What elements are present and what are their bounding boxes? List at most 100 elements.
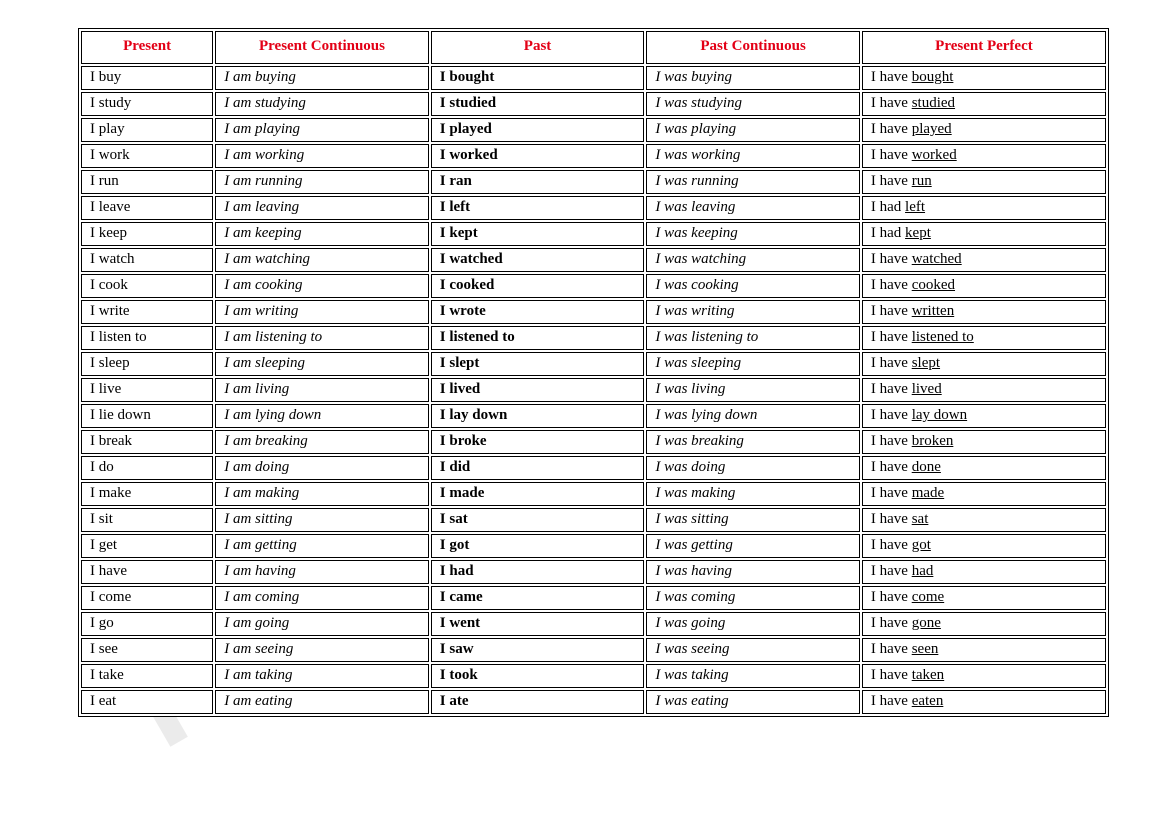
cell-past-continuous: I was listening to bbox=[646, 326, 860, 350]
perfect-aux: I have bbox=[871, 173, 912, 189]
perfect-participle: worked bbox=[912, 147, 957, 163]
cell-present-perfect: I have run bbox=[862, 170, 1106, 194]
table-row: I runI am runningI ranI was runningI hav… bbox=[81, 170, 1106, 194]
cell-present-continuous: I am working bbox=[215, 144, 429, 168]
cell-past-continuous: I was sitting bbox=[646, 508, 860, 532]
cell-present-continuous: I am keeping bbox=[215, 222, 429, 246]
cell-past-continuous: I was sleeping bbox=[646, 352, 860, 376]
col-header-present-perfect: Present Perfect bbox=[862, 31, 1106, 64]
perfect-participle: lived bbox=[912, 381, 942, 397]
cell-present: I go bbox=[81, 612, 213, 636]
cell-past: I ate bbox=[431, 690, 645, 714]
cell-past-continuous: I was getting bbox=[646, 534, 860, 558]
table-row: I sleepI am sleepingI sleptI was sleepin… bbox=[81, 352, 1106, 376]
col-header-past-continuous: Past Continuous bbox=[646, 31, 860, 64]
cell-past: I watched bbox=[431, 248, 645, 272]
cell-present-continuous: I am studying bbox=[215, 92, 429, 116]
table-head: Present Present Continuous Past Past Con… bbox=[81, 31, 1106, 64]
table-row: I sitI am sittingI satI was sittingI hav… bbox=[81, 508, 1106, 532]
cell-present-continuous: I am living bbox=[215, 378, 429, 402]
cell-present: I play bbox=[81, 118, 213, 142]
table-body: I buyI am buyingI boughtI was buyingI ha… bbox=[81, 66, 1106, 714]
perfect-aux: I have bbox=[871, 147, 912, 163]
perfect-participle: eaten bbox=[912, 693, 944, 709]
cell-past: I listened to bbox=[431, 326, 645, 350]
cell-past: I left bbox=[431, 196, 645, 220]
page: Printables.com Present Present Continuou… bbox=[0, 0, 1169, 821]
cell-present-perfect: I have cooked bbox=[862, 274, 1106, 298]
perfect-aux: I have bbox=[871, 251, 912, 267]
perfect-participle: kept bbox=[905, 225, 931, 241]
perfect-aux: I have bbox=[871, 121, 912, 137]
cell-present: I make bbox=[81, 482, 213, 506]
cell-present-perfect: I have come bbox=[862, 586, 1106, 610]
cell-present-continuous: I am sitting bbox=[215, 508, 429, 532]
perfect-aux: I have bbox=[871, 277, 912, 293]
perfect-aux: I have bbox=[871, 563, 912, 579]
cell-past: I ran bbox=[431, 170, 645, 194]
cell-past-continuous: I was watching bbox=[646, 248, 860, 272]
perfect-participle: bought bbox=[912, 69, 954, 85]
cell-present: I watch bbox=[81, 248, 213, 272]
cell-present: I run bbox=[81, 170, 213, 194]
cell-past-continuous: I was leaving bbox=[646, 196, 860, 220]
cell-present-perfect: I have broken bbox=[862, 430, 1106, 454]
cell-past-continuous: I was cooking bbox=[646, 274, 860, 298]
cell-present-perfect: I have listened to bbox=[862, 326, 1106, 350]
cell-past-continuous: I was having bbox=[646, 560, 860, 584]
cell-past: I studied bbox=[431, 92, 645, 116]
cell-past: I broke bbox=[431, 430, 645, 454]
cell-past: I cooked bbox=[431, 274, 645, 298]
table-row: I breakI am breakingI brokeI was breakin… bbox=[81, 430, 1106, 454]
cell-present-perfect: I have watched bbox=[862, 248, 1106, 272]
perfect-aux: I had bbox=[871, 199, 905, 215]
cell-present-continuous: I am writing bbox=[215, 300, 429, 324]
table-row: I eatI am eatingI ateI was eatingI have … bbox=[81, 690, 1106, 714]
cell-past: I had bbox=[431, 560, 645, 584]
cell-present-continuous: I am lying down bbox=[215, 404, 429, 428]
cell-present-continuous: I am listening to bbox=[215, 326, 429, 350]
cell-present-continuous: I am coming bbox=[215, 586, 429, 610]
table-row: I seeI am seeingI sawI was seeingI have … bbox=[81, 638, 1106, 662]
cell-present-perfect: I have seen bbox=[862, 638, 1106, 662]
perfect-participle: listened to bbox=[912, 329, 974, 345]
cell-present-continuous: I am eating bbox=[215, 690, 429, 714]
cell-present: I listen to bbox=[81, 326, 213, 350]
cell-present-continuous: I am having bbox=[215, 560, 429, 584]
cell-past: I wrote bbox=[431, 300, 645, 324]
cell-present-perfect: I have played bbox=[862, 118, 1106, 142]
cell-present-continuous: I am going bbox=[215, 612, 429, 636]
cell-present: I write bbox=[81, 300, 213, 324]
cell-past: I slept bbox=[431, 352, 645, 376]
perfect-aux: I have bbox=[871, 381, 912, 397]
cell-present-continuous: I am seeing bbox=[215, 638, 429, 662]
cell-present-perfect: I have sat bbox=[862, 508, 1106, 532]
cell-past: I lay down bbox=[431, 404, 645, 428]
table-row: I makeI am makingI madeI was makingI hav… bbox=[81, 482, 1106, 506]
perfect-aux: I have bbox=[871, 407, 912, 423]
cell-present-perfect: I have slept bbox=[862, 352, 1106, 376]
cell-past: I played bbox=[431, 118, 645, 142]
perfect-aux: I have bbox=[871, 667, 912, 683]
cell-present-perfect: I have worked bbox=[862, 144, 1106, 168]
cell-present: I buy bbox=[81, 66, 213, 90]
cell-present: I lie down bbox=[81, 404, 213, 428]
perfect-aux: I have bbox=[871, 329, 912, 345]
cell-present: I live bbox=[81, 378, 213, 402]
table-row: I goI am goingI wentI was goingI have go… bbox=[81, 612, 1106, 636]
table-row: I watchI am watchingI watchedI was watch… bbox=[81, 248, 1106, 272]
cell-present: I see bbox=[81, 638, 213, 662]
perfect-participle: left bbox=[905, 199, 925, 215]
col-header-present: Present bbox=[81, 31, 213, 64]
perfect-participle: sat bbox=[912, 511, 929, 527]
cell-present-continuous: I am watching bbox=[215, 248, 429, 272]
cell-past-continuous: I was going bbox=[646, 612, 860, 636]
cell-past: I made bbox=[431, 482, 645, 506]
cell-present-perfect: I have studied bbox=[862, 92, 1106, 116]
cell-past-continuous: I was playing bbox=[646, 118, 860, 142]
perfect-aux: I have bbox=[871, 511, 912, 527]
perfect-aux: I have bbox=[871, 459, 912, 475]
perfect-aux: I have bbox=[871, 615, 912, 631]
perfect-aux: I have bbox=[871, 303, 912, 319]
cell-present-perfect: I have lived bbox=[862, 378, 1106, 402]
